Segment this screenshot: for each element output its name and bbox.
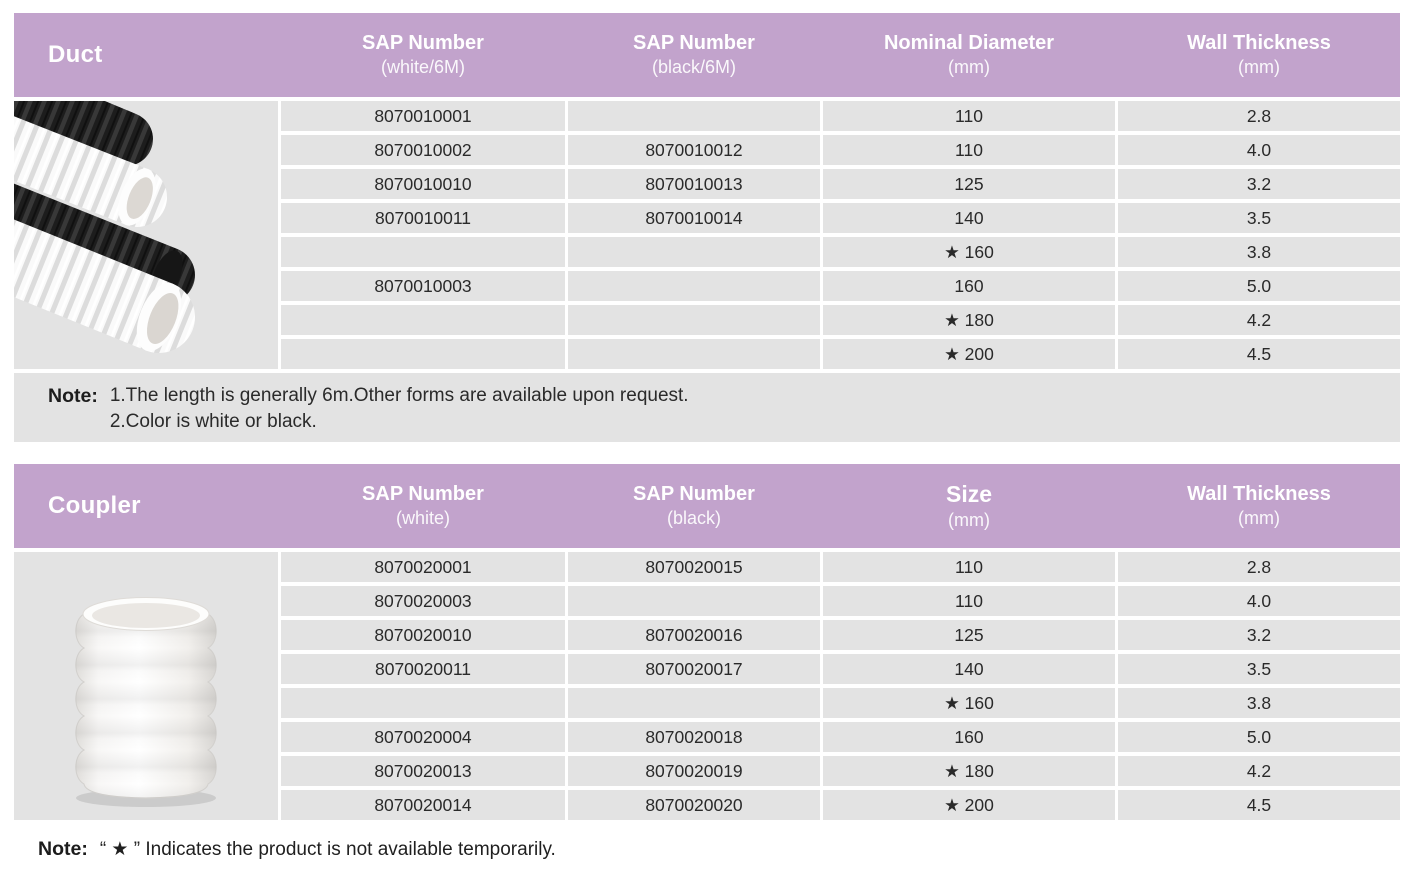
coupler-cell: 8070020015 (568, 552, 820, 582)
coupler-cell: 3.2 (1118, 620, 1400, 650)
coupler-cell: 3.8 (1118, 688, 1400, 718)
duct-note-label: Note: (48, 385, 98, 407)
coupler-cell: 4.2 (1118, 756, 1400, 786)
duct-cell: ★ 200 (823, 339, 1115, 369)
coupler-cell: 8070020019 (568, 756, 820, 786)
coupler-cell: 140 (823, 654, 1115, 684)
coupler-cell: 8070020018 (568, 722, 820, 752)
duct-cell: 8070010010 (281, 169, 565, 199)
coupler-cell: 2.8 (1118, 552, 1400, 582)
footer-note: Note: “ ★ ” Indicates the product is not… (14, 838, 1400, 861)
duct-cell (568, 305, 820, 335)
duct-note-line1: 1.The length is generally 6m.Other forms… (109, 385, 689, 406)
duct-col-header-sap-black: SAP Number (black/6M) (633, 32, 755, 78)
duct-col-header-thickness: Wall Thickness (mm) (1187, 32, 1331, 78)
duct-cell: 3.8 (1118, 237, 1400, 267)
coupler-cell: ★ 200 (823, 790, 1115, 820)
coupler-cell: 160 (823, 722, 1115, 752)
coupler-cell: 4.0 (1118, 586, 1400, 616)
duct-cell: 160 (823, 271, 1115, 301)
duct-cell: 8070010002 (281, 135, 565, 165)
coupler-cell: 8070020017 (568, 654, 820, 684)
footer-note-text: “ ★ ” Indicates the product is not avail… (99, 839, 556, 860)
footer-note-label: Note: (38, 838, 88, 860)
coupler-cell: 110 (823, 586, 1115, 616)
duct-cell (568, 237, 820, 267)
duct-table-body: 8070010001 110 2.8 8070010002 8070010012… (14, 101, 1400, 369)
duct-cell: 3.2 (1118, 169, 1400, 199)
duct-cell (281, 305, 565, 335)
duct-cell (568, 101, 820, 131)
duct-cell: 8070010013 (568, 169, 820, 199)
duct-col-header-diameter: Nominal Diameter (mm) (883, 32, 1055, 78)
coupler-cell: 3.5 (1118, 654, 1400, 684)
duct-note-lines: 1.The length is generally 6m.Other forms… (110, 383, 689, 435)
coupler-col-header-sap-white: SAP Number (white) (362, 483, 484, 529)
coupler-table-header: Coupler SAP Number (white) SAP Number (b… (14, 464, 1400, 548)
duct-section: Duct SAP Number (white/6M) SAP Number (b… (14, 13, 1400, 442)
coupler-cell (568, 586, 820, 616)
duct-title-cell: Duct (14, 13, 278, 97)
coupler-cell: ★ 180 (823, 756, 1115, 786)
coupler-cell: 5.0 (1118, 722, 1400, 752)
coupler-cell: 125 (823, 620, 1115, 650)
duct-cell: 140 (823, 203, 1115, 233)
coupler-cell: 8070020014 (281, 790, 565, 820)
coupler-title-cell: Coupler (14, 464, 278, 548)
coupler-col-header-size: Size (mm) (945, 481, 993, 531)
coupler-cell: 4.5 (1118, 790, 1400, 820)
duct-cell: 4.2 (1118, 305, 1400, 335)
coupler-cell: 8070020011 (281, 654, 565, 684)
duct-cell: 4.5 (1118, 339, 1400, 369)
duct-cell: 8070010011 (281, 203, 565, 233)
duct-cell: 125 (823, 169, 1115, 199)
coupler-cell: 110 (823, 552, 1115, 582)
coupler-cell: 8070020010 (281, 620, 565, 650)
coupler-col-header-sap-black: SAP Number (black) (633, 483, 755, 529)
coupler-cell: 8070020016 (568, 620, 820, 650)
duct-cell (568, 271, 820, 301)
duct-cell: 3.5 (1118, 203, 1400, 233)
coupler-cell (568, 688, 820, 718)
coupler-cell: 8070020003 (281, 586, 565, 616)
duct-cell: 110 (823, 135, 1115, 165)
duct-title: Duct (48, 41, 103, 68)
coupler-cell: 8070020013 (281, 756, 565, 786)
duct-col-header-sap-white: SAP Number (white/6M) (362, 32, 484, 78)
duct-cell (281, 237, 565, 267)
duct-cell: 2.8 (1118, 101, 1400, 131)
coupler-product-photo (14, 552, 278, 820)
duct-cell: 8070010014 (568, 203, 820, 233)
duct-cell: 5.0 (1118, 271, 1400, 301)
duct-pipes-illustration (14, 101, 278, 369)
duct-product-photo (14, 101, 278, 369)
coupler-cell: 8070020004 (281, 722, 565, 752)
duct-table-header: Duct SAP Number (white/6M) SAP Number (b… (14, 13, 1400, 97)
duct-cell: 8070010003 (281, 271, 565, 301)
duct-cell: ★ 160 (823, 237, 1115, 267)
duct-cell: 8070010001 (281, 101, 565, 131)
coupler-cell: 8070020020 (568, 790, 820, 820)
duct-cell (568, 339, 820, 369)
duct-cell: ★ 180 (823, 305, 1115, 335)
duct-cell: 8070010012 (568, 135, 820, 165)
coupler-cell: 8070020001 (281, 552, 565, 582)
coupler-col-header-thickness: Wall Thickness (mm) (1187, 483, 1331, 529)
coupler-cell: ★ 160 (823, 688, 1115, 718)
duct-cell (281, 339, 565, 369)
duct-cell: 110 (823, 101, 1115, 131)
coupler-section: Coupler SAP Number (white) SAP Number (b… (14, 464, 1400, 820)
duct-cell: 4.0 (1118, 135, 1400, 165)
coupler-cell (281, 688, 565, 718)
duct-note-line2: 2.Color is white or black. (109, 411, 317, 432)
coupler-illustration (14, 552, 278, 820)
coupler-table-body: 8070020001 8070020015 110 2.8 8070020003… (14, 552, 1400, 820)
duct-note: Note: 1.The length is generally 6m.Other… (14, 373, 1400, 442)
coupler-title: Coupler (48, 492, 141, 519)
